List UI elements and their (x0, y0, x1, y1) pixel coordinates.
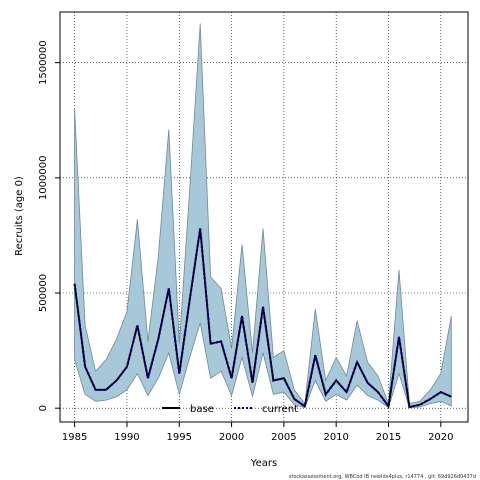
legend-label-current: current (262, 404, 298, 415)
x-tick-label: 2010 (323, 432, 348, 443)
confidence-band-area (74, 23, 452, 409)
series-line-base (73, 228, 452, 409)
footer-credit: stockassessment.org, WBCod IB newIdx4plu… (289, 474, 476, 480)
y-tick-label: 500000 (38, 274, 49, 312)
x-tick-label: 2015 (376, 432, 401, 443)
x-tick-label: 2005 (271, 432, 296, 443)
confidence-band (74, 23, 452, 409)
legend: base current (162, 404, 298, 415)
plot-frame (59, 11, 469, 423)
y-tick-label: 1000000 (38, 156, 49, 201)
x-axis-title: Years (250, 458, 277, 469)
x-axis: 1985 1990 1995 2000 2005 2010 2015 2020 (62, 422, 454, 443)
x-tick-label: 2020 (428, 432, 453, 443)
x-tick-label: 2000 (219, 432, 244, 443)
grid (60, 12, 468, 422)
y-axis-title: Recruits (age 0) (14, 176, 25, 256)
y-tick-label: 1500000 (38, 40, 49, 85)
y-tick-label: 0 (38, 405, 49, 411)
y-axis: 0 500000 1000000 1500000 (38, 40, 60, 411)
x-tick-label: 1990 (114, 432, 139, 443)
x-tick-label: 1985 (62, 432, 87, 443)
x-tick-label: 1995 (167, 432, 192, 443)
legend-label-base: base (190, 404, 214, 415)
series-lines (73, 228, 452, 410)
